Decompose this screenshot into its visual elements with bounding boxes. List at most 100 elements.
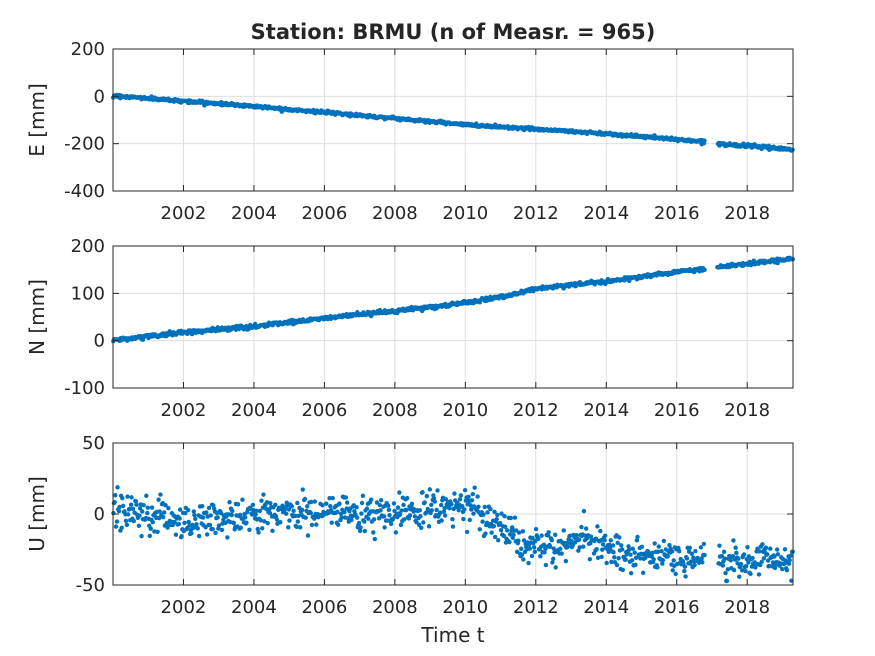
data-point [208, 513, 213, 518]
data-point [720, 563, 726, 568]
data-point [345, 516, 351, 521]
data-point [274, 517, 280, 522]
data-point [364, 506, 370, 511]
data-point [221, 517, 226, 522]
data-point [551, 556, 556, 562]
data-point [753, 565, 758, 570]
y-axis-label: E [mm] [25, 83, 49, 157]
data-point [701, 541, 707, 547]
data-point [628, 552, 633, 557]
data-point [426, 524, 432, 529]
data-point [558, 546, 563, 552]
data-point [743, 563, 749, 569]
data-point [765, 552, 770, 557]
data-point [359, 511, 364, 516]
data-point [458, 493, 464, 498]
data-point [467, 517, 472, 523]
data-point [730, 554, 736, 559]
y-axis-label: U [mm] [25, 476, 49, 552]
data-point [723, 570, 728, 576]
data-point [219, 527, 225, 533]
data-point [391, 501, 397, 506]
data-point [547, 544, 553, 550]
data-point [422, 500, 427, 505]
data-point [156, 497, 161, 502]
plot-area [113, 49, 793, 191]
data-point [581, 544, 586, 549]
data-point [259, 526, 265, 531]
x-tick-label: 2014 [583, 597, 629, 618]
data-point [244, 520, 249, 525]
data-point [449, 502, 454, 507]
data-point [521, 538, 527, 543]
data-point [335, 509, 340, 514]
data-point [565, 544, 571, 549]
data-point [305, 504, 310, 509]
data-point [157, 509, 162, 514]
data-point [349, 517, 354, 523]
x-tick-label: 2018 [724, 400, 770, 421]
data-point [607, 542, 612, 548]
data-point [787, 557, 792, 563]
y-tick-label: -400 [64, 181, 105, 202]
data-point [291, 508, 296, 514]
data-point [598, 528, 603, 534]
data-point [781, 561, 787, 567]
data-point [572, 540, 578, 545]
data-point [225, 535, 230, 540]
data-point [650, 550, 655, 556]
data-point [438, 510, 443, 515]
data-point [768, 546, 773, 551]
data-point [447, 506, 452, 511]
data-point [469, 498, 475, 503]
data-point [745, 544, 750, 550]
data-point [397, 512, 403, 517]
data-point [659, 549, 664, 554]
data-point [243, 515, 248, 520]
data-point [607, 545, 613, 551]
data-point [183, 510, 188, 516]
data-point [702, 552, 707, 558]
data-point [145, 510, 150, 516]
data-point [218, 511, 224, 516]
y-tick-label: 100 [71, 283, 105, 304]
data-point [609, 559, 614, 565]
data-point [133, 499, 139, 504]
x-tick-label: 2016 [654, 203, 700, 224]
data-point [424, 493, 430, 499]
data-point [128, 502, 134, 507]
data-point [460, 503, 465, 509]
data-point [429, 502, 434, 508]
data-point [689, 551, 695, 556]
data-point [623, 557, 628, 562]
data-point [434, 507, 439, 513]
data-point [207, 522, 213, 528]
x-tick-label: 2006 [301, 203, 347, 224]
data-point [116, 508, 122, 514]
x-tick-label: 2006 [301, 597, 347, 618]
data-point [502, 513, 507, 519]
data-point [728, 558, 733, 563]
data-point [399, 508, 404, 513]
data-point [149, 505, 155, 510]
data-point [698, 545, 704, 550]
data-point [335, 522, 341, 527]
data-point [259, 498, 264, 503]
data-point [387, 512, 392, 518]
data-point [786, 561, 792, 566]
data-point [257, 508, 263, 514]
data-point [261, 492, 266, 497]
data-point [507, 532, 513, 537]
data-point [600, 547, 605, 552]
data-point [579, 524, 584, 530]
y-tick-label: 0 [94, 331, 105, 352]
data-point [308, 510, 314, 516]
data-point [738, 561, 744, 567]
data-point [125, 494, 130, 499]
data-point [393, 530, 399, 535]
data-point [134, 502, 139, 507]
data-point [200, 515, 206, 520]
data-point [409, 501, 415, 506]
data-point [119, 525, 124, 531]
